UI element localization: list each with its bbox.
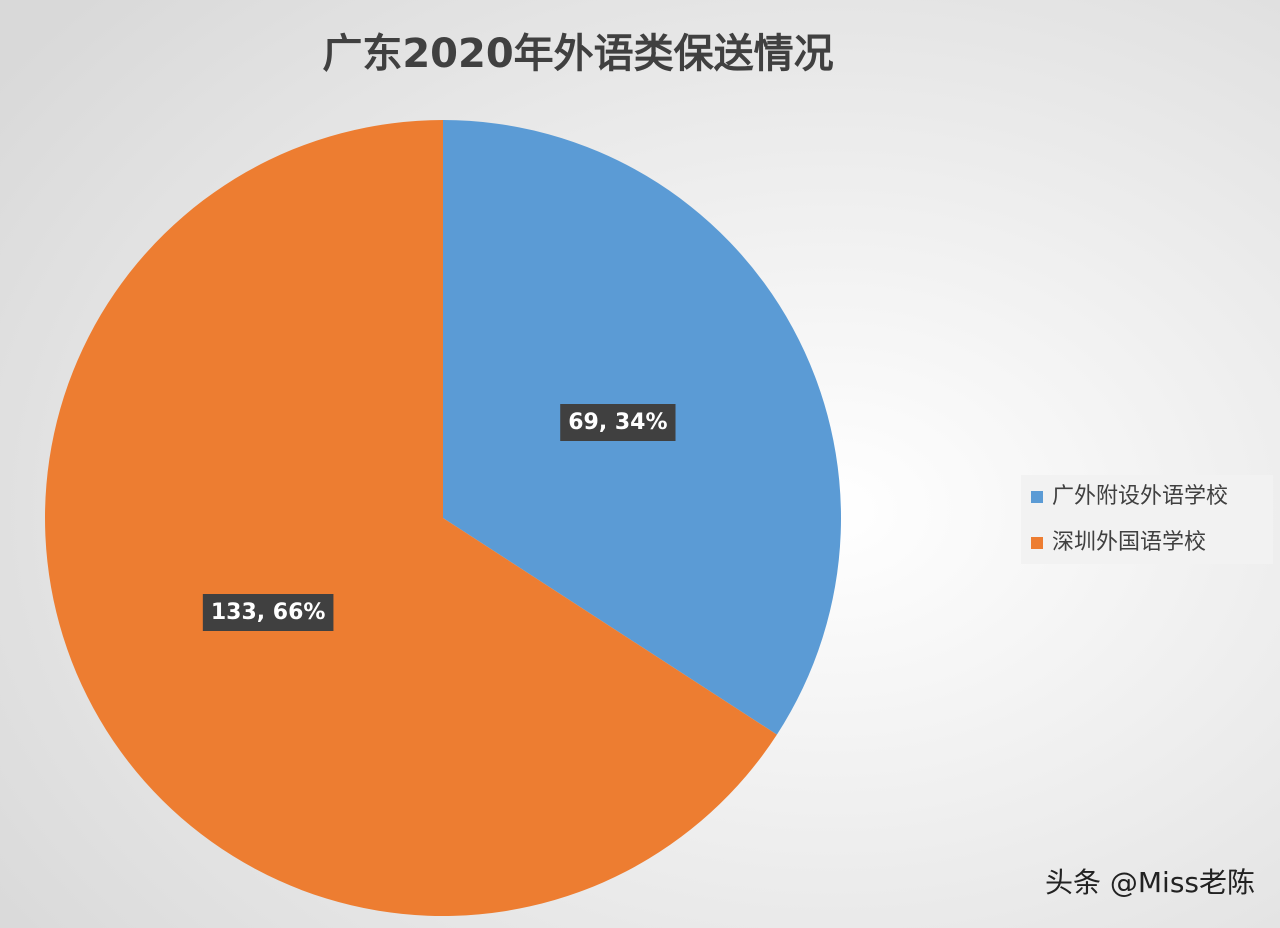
pie-slice bbox=[45, 120, 777, 916]
data-label: 69, 34% bbox=[568, 410, 667, 435]
data-label: 133, 66% bbox=[211, 600, 326, 625]
legend-box bbox=[1021, 475, 1273, 564]
data-label-box bbox=[560, 404, 676, 442]
legend-label: 深圳外国语学校 bbox=[1052, 530, 1206, 555]
legend-label: 广外附设外语学校 bbox=[1052, 484, 1228, 509]
watermark: 头条 @Miss老陈 bbox=[1045, 866, 1255, 899]
data-label-box bbox=[202, 593, 334, 631]
chart-title: 广东2020年外语类保送情况 bbox=[322, 31, 833, 77]
legend-swatch bbox=[1031, 537, 1043, 549]
legend-swatch bbox=[1031, 491, 1043, 503]
